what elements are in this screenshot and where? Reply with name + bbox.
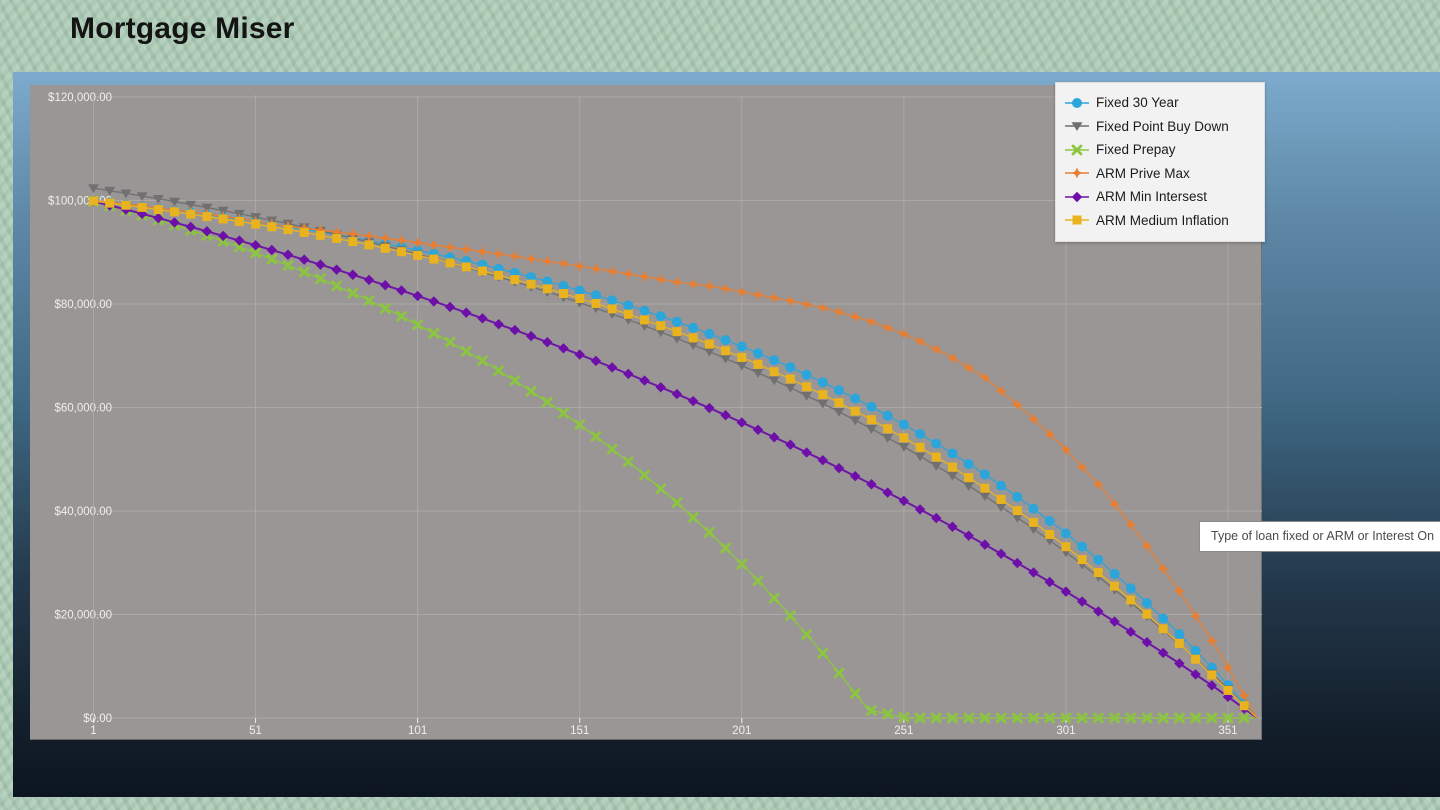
app-title: Mortgage Miser (70, 12, 295, 45)
svg-text:201: 201 (732, 725, 751, 737)
legend-item-fixed-prepay: Fixed Prepay (1064, 138, 1254, 162)
chart-panel: $0.00 $20,000.00 $40,000.00 $60,000.00 $80,0… (13, 72, 1440, 797)
legend-label: ARM Medium Inflation (1096, 212, 1229, 228)
svg-text:51: 51 (249, 725, 262, 737)
svg-text:$20,000.00: $20,000.00 (54, 610, 112, 622)
balance-chart: $0.00 $20,000.00 $40,000.00 $60,000.00 $80,0… (48, 92, 1262, 737)
svg-text:351: 351 (1218, 725, 1237, 737)
square-marker-icon (1065, 215, 1089, 225)
svg-text:101: 101 (408, 725, 427, 737)
legend-label: ARM Prive Max (1096, 165, 1190, 181)
svg-text:$40,000.00: $40,000.00 (54, 506, 112, 518)
circle-marker-icon (1065, 97, 1089, 108)
tooltip: Type of loan fixed or ARM or Interest On (1199, 521, 1440, 552)
x-marker-icon (1065, 144, 1089, 156)
chart-legend: Fixed 30 Year Fixed Point Buy Down Fixed P… (1055, 82, 1265, 242)
svg-text:$120,000.00: $120,000.00 (48, 92, 112, 104)
svg-text:251: 251 (894, 725, 913, 737)
legend-item-fixed-30-year: Fixed 30 Year (1064, 91, 1254, 115)
svg-text:1: 1 (90, 725, 96, 737)
star4-marker-icon (1065, 167, 1089, 179)
series-arm-prive-max (88, 195, 1258, 719)
legend-label: Fixed Point Buy Down (1096, 118, 1229, 134)
svg-text:$60,000.00: $60,000.00 (54, 403, 112, 415)
series-arm-min-intersest (88, 196, 1258, 719)
legend-item-fixed-point-buy-down: Fixed Point Buy Down (1064, 115, 1254, 139)
triangle-down-marker-icon (1065, 122, 1089, 132)
svg-text:301: 301 (1056, 725, 1075, 737)
svg-text:$0.00: $0.00 (83, 713, 112, 725)
series-fixed-prepay (88, 195, 1258, 724)
series-fixed-30-year (88, 195, 1258, 719)
legend-item-arm-medium-inflation: ARM Medium Inflation (1064, 209, 1254, 233)
legend-label: Fixed Prepay (1096, 142, 1176, 158)
legend-label: ARM Min Intersest (1096, 189, 1208, 205)
diamond-marker-icon (1065, 191, 1089, 202)
legend-item-arm-prive-max: ARM Prive Max (1064, 162, 1254, 186)
legend-label: Fixed 30 Year (1096, 95, 1179, 111)
tooltip-text: Type of loan fixed or ARM or Interest On (1211, 529, 1435, 543)
series-arm-medium-inflation (89, 196, 1258, 719)
legend-item-arm-min-intersest: ARM Min Intersest (1064, 185, 1254, 209)
svg-text:151: 151 (570, 725, 589, 737)
svg-text:$80,000.00: $80,000.00 (54, 299, 112, 311)
series-fixed-point-buy-down (88, 184, 1258, 719)
